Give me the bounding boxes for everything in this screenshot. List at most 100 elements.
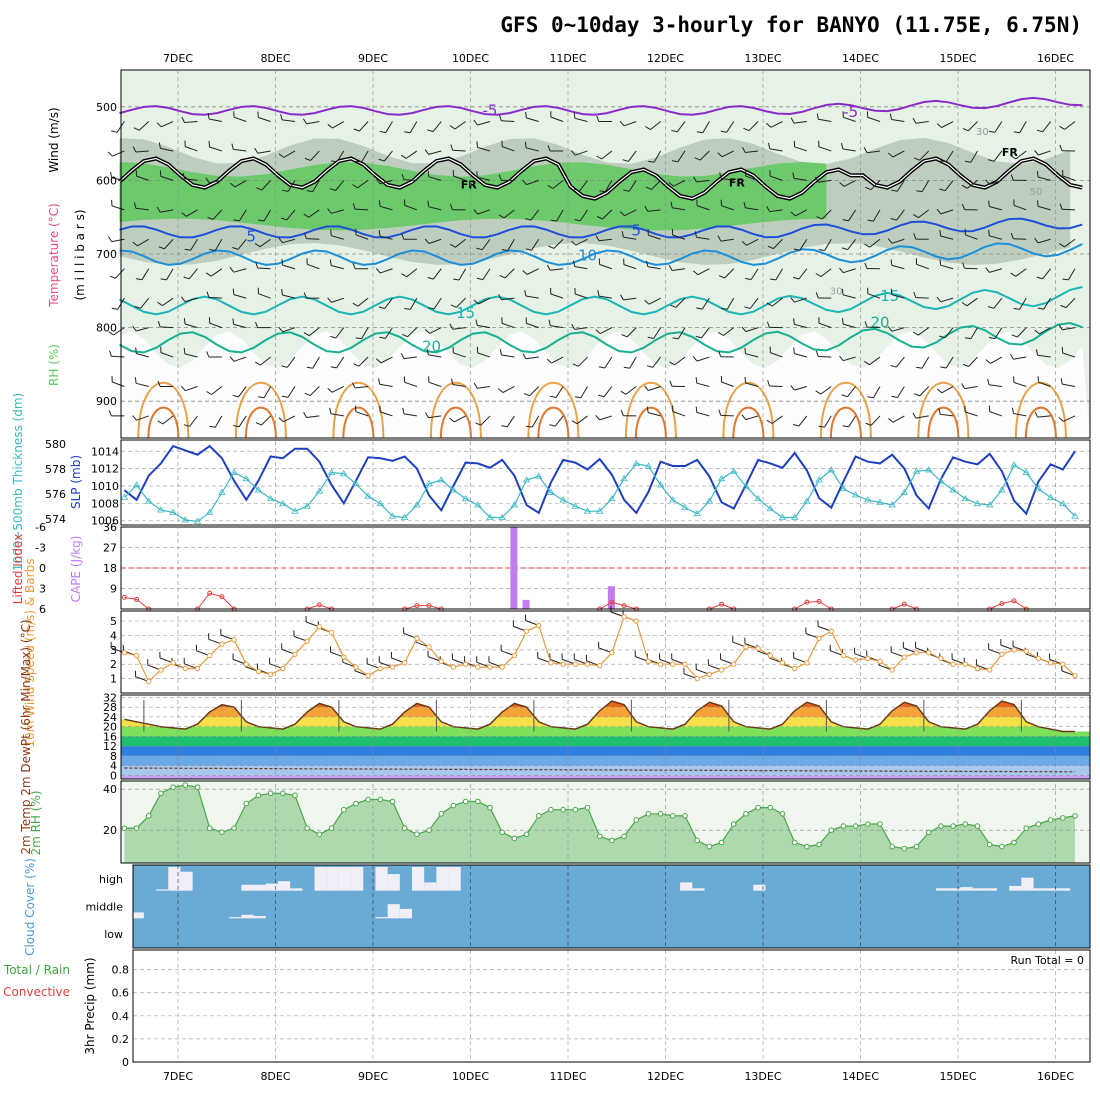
- wind-barb-flag: [864, 243, 870, 248]
- rh-marker: [816, 841, 822, 848]
- wind-barb-flag: [719, 172, 722, 179]
- wind-barb: [945, 150, 954, 163]
- wind-barb: [1062, 175, 1076, 181]
- thickness-marker: [327, 468, 336, 475]
- wind-barb-flag: [1013, 131, 1020, 134]
- cloud-bar-high: [338, 867, 352, 891]
- thickness-marker: [169, 508, 177, 515]
- wind-barb-flag: [887, 152, 894, 158]
- wind-barb-flag: [476, 277, 484, 281]
- wind-speed-marker: [462, 661, 469, 667]
- date-label-top: 12DEC: [647, 52, 684, 65]
- wind-barb-flag: [743, 201, 746, 208]
- rh-marker: [121, 825, 128, 831]
- wind-barb-flag: [988, 130, 995, 133]
- rh-marker: [231, 825, 237, 831]
- warm-layer-contour: [917, 382, 970, 439]
- upper-air-panel: 500 600 700 800 900 FR FR FR -5 -5 5 5 10 15 15 20 20 30 5…: [47, 70, 1090, 439]
- wind-barb: [896, 209, 905, 221]
- wind-barb: [1037, 205, 1051, 211]
- wind-speed-marker: [901, 654, 908, 660]
- wind-barb-flag: [449, 125, 456, 130]
- panel-frame-temp: [120, 694, 1091, 780]
- wind-barb: [233, 268, 247, 273]
- wind-barb: [843, 356, 856, 362]
- wind-barb: [966, 180, 978, 189]
- freezing-level-inner: [119, 157, 1083, 200]
- rh-marker: [877, 821, 883, 827]
- wind-barb: [818, 179, 832, 183]
- wind-barb: [282, 327, 296, 333]
- wind-barb: [361, 150, 369, 163]
- wind-barb: [428, 354, 442, 358]
- wind-barb-flag: [499, 349, 502, 356]
- wind-speed-marker: [243, 661, 249, 667]
- wind-barb: [160, 147, 174, 152]
- isotherm-line: [119, 321, 1083, 354]
- li-tick-label: -6: [35, 521, 46, 534]
- wind-barb-flag: [254, 147, 259, 154]
- wind-barb: [820, 268, 832, 277]
- wind-barb: [1037, 176, 1051, 181]
- wind-barb: [696, 236, 710, 240]
- temp-tick-label: 8: [110, 750, 117, 763]
- wind-barb-flag: [379, 130, 386, 134]
- wind-barb-flag: [110, 171, 113, 178]
- wind-barb-flag: [745, 277, 752, 281]
- wind-barb: [1042, 268, 1052, 280]
- cloud-bar-middle: [253, 915, 266, 919]
- wind-barb: [477, 209, 491, 215]
- wind-barb: [677, 327, 686, 340]
- wind-speed-marker: [1035, 655, 1042, 662]
- li-line: [307, 604, 332, 610]
- wind-barb-flag: [1036, 171, 1039, 178]
- wind-barb-flag: [1036, 276, 1043, 280]
- wind-barb: [944, 180, 954, 192]
- date-label-bottom: 16DEC: [1037, 1070, 1074, 1083]
- rh-marker: [828, 827, 835, 834]
- cloud-bar-high: [948, 888, 961, 891]
- wind-barb-flag: [450, 144, 454, 151]
- wind-barb: [501, 322, 515, 329]
- wind-barb-flag: [864, 321, 868, 328]
- wind-barb: [428, 415, 442, 419]
- rh-axis-label: RH (%): [47, 344, 61, 386]
- wind-barb-flag: [744, 347, 747, 354]
- wind-barb: [919, 150, 930, 161]
- wind-barb: [604, 180, 613, 192]
- wind-barb-flag: [766, 419, 773, 424]
- wind-barb-flag: [598, 394, 605, 398]
- wind-barb-flag: [207, 216, 214, 220]
- wind-barb-flag: [376, 358, 382, 364]
- wind-barb: [184, 121, 198, 123]
- rh-marker: [1035, 821, 1042, 827]
- wind-barb: [941, 386, 954, 394]
- wind-barb: [915, 297, 929, 299]
- slp-axis-label: SLP (mb): [69, 455, 83, 509]
- wind-barb-flag: [721, 307, 728, 310]
- wind-barb-flag: [401, 273, 407, 278]
- wind-barb: [1038, 150, 1051, 156]
- wind-barb-flag: [525, 111, 527, 118]
- thickness-marker: [1022, 468, 1030, 475]
- wind-barb: [745, 415, 759, 421]
- rh-dry-region: [119, 331, 1090, 438]
- wind-barb: [358, 356, 369, 367]
- freezing-label: FR: [729, 176, 746, 189]
- wind-barb: [210, 268, 223, 277]
- cape-tick-label: 9: [110, 583, 117, 596]
- wind-barb: [1043, 297, 1052, 310]
- rh-marker: [657, 811, 664, 817]
- wind-barb-flag: [718, 351, 722, 357]
- isotherm-label: 20: [422, 338, 441, 356]
- wind-barb: [208, 296, 222, 299]
- wind-speed-marker: [523, 628, 530, 634]
- cloud-panel: high middle low Cloud Cover (%): [23, 858, 1090, 956]
- li-axis-label: Lifted Index: [11, 534, 25, 605]
- wind-barb-flag: [936, 296, 942, 303]
- wind-speed-marker: [816, 635, 822, 642]
- rh-marker: [804, 843, 810, 850]
- wind-barb-flag: [815, 273, 822, 278]
- wind-barb-flag: [695, 406, 698, 413]
- date-label-top: 10DEC: [452, 52, 489, 65]
